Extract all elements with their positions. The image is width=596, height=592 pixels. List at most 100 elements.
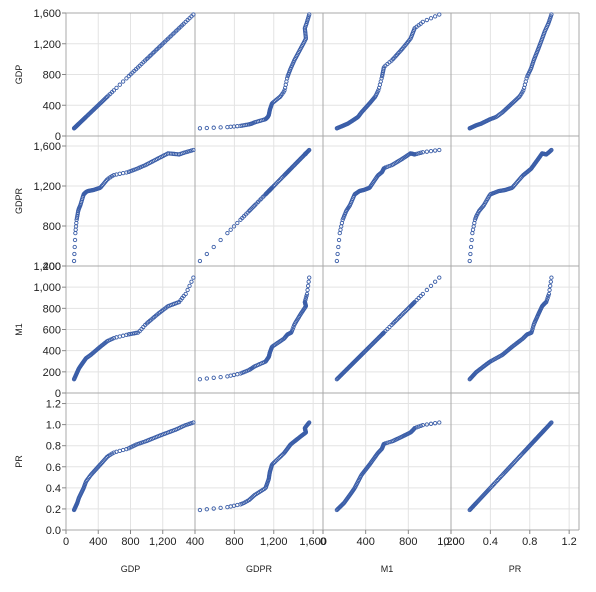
data-point [304,291,310,297]
data-point [414,151,419,157]
data-point [544,297,550,303]
data-point [191,420,196,425]
data-point [245,122,250,127]
data-point [424,287,429,293]
data-point [204,376,209,381]
data-point [424,17,429,23]
data-point [432,421,438,426]
y-tick-label: 1,200 [33,261,61,273]
data-point [469,237,474,243]
data-point [303,295,309,301]
x-axis-label-pr: PR [509,564,522,574]
data-point [548,283,553,288]
data-point [218,237,223,243]
data-point [111,335,116,341]
data-point [204,507,209,512]
data-point [306,279,311,284]
data-point [306,14,311,19]
data-point [305,17,310,23]
data-point [336,244,341,250]
data-point [187,283,192,288]
data-point [385,164,390,169]
data-point [307,12,312,17]
data-point [546,293,551,299]
data-point [428,16,434,21]
data-point [111,173,116,178]
data-point [336,237,342,243]
data-point [549,275,554,280]
data-point [181,150,186,155]
data-point [387,163,392,169]
data-point [307,147,312,153]
data-point [424,422,429,427]
data-point [120,79,126,84]
data-point [420,291,425,297]
y-tick-label: 200 [43,367,61,379]
data-point [124,446,129,452]
y-tick-label: 400 [43,261,61,273]
data-point [307,420,312,425]
data-point [437,275,442,280]
data-point [304,293,309,299]
y-tick-label: 400 [43,346,61,358]
data-point [197,507,203,513]
data-point [305,16,311,21]
data-point [334,258,340,264]
data-point [530,326,535,332]
x-axis-label-gdp: GDP [121,564,141,574]
y-tick-label: 800 [43,221,61,233]
data-point [185,287,190,293]
panel-PR-M1 [323,393,451,530]
y-tick-label: 800 [43,303,61,315]
data-point [383,441,388,446]
data-point [546,291,552,297]
data-point [103,95,109,101]
data-point [468,251,473,257]
data-point [204,125,209,131]
data-point [467,258,472,264]
data-point [211,506,216,511]
data-point [75,210,81,215]
data-point [437,420,442,425]
data-point [548,279,553,284]
data-point [307,275,312,280]
y-tick-label: 1.0 [46,420,61,432]
data-point [420,423,425,428]
data-point [305,283,311,288]
data-point [183,150,188,155]
data-point [185,149,190,154]
data-point [432,279,438,284]
data-point [411,300,417,305]
y-tick-label: 0.6 [46,462,61,474]
data-point [183,423,188,428]
x-tick-label: 0 [63,536,69,548]
data-point [250,205,255,210]
x-tick-label: 400 [356,536,374,548]
y-tick-label: 0 [55,131,61,143]
data-point [549,12,554,17]
x-tick-label: 800 [399,536,417,548]
data-point [211,125,216,130]
panel-PR-GDPR [195,393,323,530]
data-point [379,76,384,81]
data-point [412,152,417,157]
y-axis-label-m1: M1 [14,323,24,336]
panel-GDPR-PR [451,136,579,266]
data-point [185,422,190,427]
data-point [548,421,553,426]
data-point [197,258,203,264]
x-tick-label: 1,200 [260,536,288,548]
data-point [225,230,230,236]
data-point [304,19,310,25]
data-point [191,147,196,153]
data-point [218,505,223,511]
y-tick-label: 800 [43,70,61,82]
data-point [248,207,253,212]
data-point [197,126,203,131]
x-tick-label: 800 [121,536,139,548]
x-tick-label: 0.8 [522,536,537,548]
data-point [420,19,425,25]
data-point [385,440,390,445]
data-point [437,12,442,17]
data-point [418,423,423,429]
